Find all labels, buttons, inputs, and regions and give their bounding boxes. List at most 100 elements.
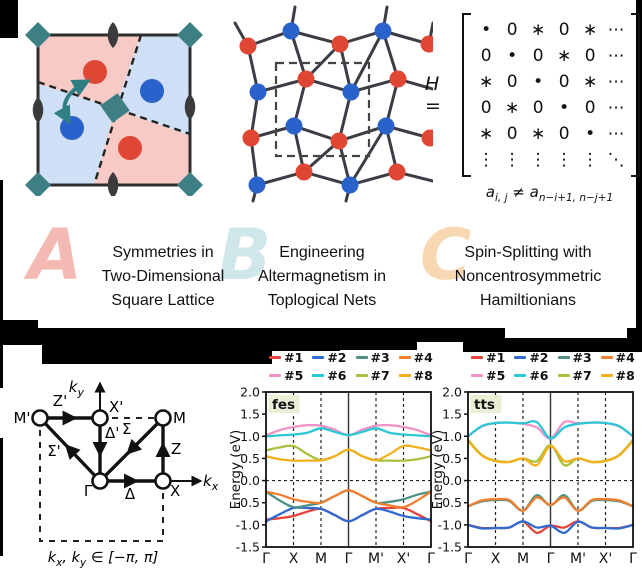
square-lattice-diagram	[25, 22, 203, 196]
path-label-zp: Z'	[53, 392, 67, 410]
panel-letter-c: C	[420, 214, 472, 296]
svg-text:-1.0: -1.0	[236, 517, 260, 532]
svg-text:Γ: Γ	[547, 551, 555, 567]
point-label-gamma: Γ	[84, 482, 93, 500]
svg-text:-1.0: -1.0	[438, 517, 462, 532]
matrix-cell: 0	[480, 98, 492, 118]
matrix-bracket-left	[462, 13, 472, 177]
path-label-delta: Δ	[125, 485, 136, 503]
matrix-cell: ∗	[530, 20, 546, 40]
legend-label: #8	[413, 368, 433, 383]
matrix-cell: 0	[558, 20, 570, 40]
crop-artifact-left-strip-upper	[0, 180, 3, 328]
matrix-row: ⋮ ⋮ ⋮ ⋮ ⋮ ⋱	[473, 147, 629, 173]
matrix-row: 0 • 0 ∗ 0 ⋯	[473, 43, 629, 69]
legend-item-1: #1	[471, 350, 505, 365]
legend-item-4: #4	[600, 350, 635, 365]
matrix-grid: • 0 ∗ 0 ∗ ⋯ 0 • 0 ∗ 0 ⋯ ∗ 0 • 0 ∗ ⋯ 0 ∗ 0 • 0 ⋯ ∗ 0 ∗ 0 • ⋯ ⋮ ⋮ ⋮ ⋮ ⋮ ⋱	[471, 15, 631, 175]
matrix-cell: ⋮	[555, 150, 573, 170]
kx-label: kx	[203, 472, 219, 493]
svg-text:-0.5: -0.5	[438, 495, 462, 510]
legend-label: #6	[327, 368, 347, 383]
crop-artifact-left-strip-mid	[0, 345, 3, 388]
legend-item-2: #2	[312, 350, 347, 365]
point-label-m: M	[173, 409, 186, 427]
topological-net-diagram	[233, 5, 433, 203]
legend-label: #4	[615, 350, 635, 365]
matrix-cell: ⋯	[607, 72, 625, 92]
matrix-cell: 0	[584, 46, 596, 66]
svg-text:Energy (eV): Energy (eV)	[430, 430, 446, 510]
crop-artifact-band-mid	[340, 335, 417, 350]
svg-text:X': X'	[599, 551, 612, 567]
band-structure-tts: #1 #2 #3 #4 #5 #6 #7 #8 2.0 1.5 1.0 0.5 0.0 -0.5 -1.0…	[430, 348, 642, 570]
legend-label: #1	[284, 350, 304, 365]
matrix-cell: ⋮	[477, 150, 495, 170]
path-label-z: Z	[171, 440, 181, 458]
legend-item-3: #3	[355, 350, 390, 365]
legend-item-3: #3	[557, 350, 592, 365]
legend-label: #7	[370, 368, 390, 383]
matrix-row: ∗ 0 • 0 ∗ ⋯	[473, 69, 629, 95]
svg-text:0.0: 0.0	[442, 473, 462, 488]
matrix-cell: ∗	[530, 124, 546, 144]
legend-item-6: #6	[514, 368, 549, 383]
panel-letter-b: B	[218, 214, 272, 296]
svg-text:M': M'	[368, 551, 384, 567]
svg-text:M': M'	[570, 551, 586, 567]
legend-label: #7	[572, 368, 592, 383]
crop-artifact-band-right	[463, 338, 642, 352]
legend-dash-icon	[600, 356, 613, 359]
legend-item-7: #7	[355, 368, 390, 383]
caption-panel-c: Spin-Splitting with Noncentrosymmetric H…	[454, 244, 602, 309]
ky-label: ky	[69, 378, 85, 399]
legend-label: #1	[486, 350, 506, 365]
legend-label: #4	[413, 350, 433, 365]
point-label-x: X	[170, 482, 180, 500]
bz-path-arrows	[38, 410, 171, 489]
legend-label: #5	[486, 368, 506, 383]
matrix-cell: ∗	[478, 124, 494, 144]
bz-boundary-dashed	[39, 417, 164, 542]
path-label-dp: Δ'	[105, 424, 119, 442]
matrix-cell: ∗	[556, 46, 572, 66]
band-plot-svg-tts: 2.01.51.00.50.0-0.5-1.0-1.5Γ X M Γ M' X' ΓEner…	[430, 385, 637, 568]
crop-artifact-right-corner	[627, 328, 642, 338]
svg-text:X: X	[289, 551, 299, 567]
legend-item-1: #1	[269, 350, 303, 365]
svg-text:-1.5: -1.5	[236, 540, 260, 555]
quadrant-bottom-right-pink	[94, 108, 190, 185]
unit-cell-dashed	[274, 61, 371, 158]
svg-text:Γ: Γ	[464, 551, 472, 567]
spin-up-site	[83, 60, 107, 84]
spin-up-site	[118, 136, 142, 160]
matrix-cell: 0	[506, 72, 518, 92]
legend-dash-icon	[557, 356, 570, 359]
svg-text:Energy (eV): Energy (eV)	[228, 430, 244, 510]
legend-label: #2	[327, 350, 347, 365]
band-structure-fes: #1 #2 #3 #4 #5 #6 #7 #8 2.0 1.5 1.0 0.5 0.0 -0.5 -1.0…	[228, 348, 440, 570]
matrix-cell: 0	[558, 124, 570, 144]
legend-item-7: #7	[557, 368, 592, 383]
matrix-cell: ⋮	[581, 150, 599, 170]
matrix-cell: •	[481, 20, 492, 40]
matrix-cell: ⋯	[607, 98, 625, 118]
crop-artifact-band-left	[0, 342, 42, 345]
matrix-cell: 0	[506, 124, 518, 144]
legend-dash-icon	[600, 374, 613, 377]
matrix-cell: ⋮	[529, 150, 547, 170]
legend-label: #3	[572, 350, 592, 365]
bz-range-label: kx, ky ∈ [−π, π]	[48, 550, 158, 569]
matrix-cell: ⋯	[607, 46, 625, 66]
svg-text:2.0: 2.0	[442, 385, 462, 400]
svg-text:0.5: 0.5	[442, 451, 462, 466]
matrix-condition: ai, j ≠ an−i+1, n−j+1	[485, 183, 614, 204]
legend-label: #3	[370, 350, 390, 365]
legend-dash-icon	[557, 374, 570, 377]
svg-text:Γ: Γ	[629, 551, 637, 567]
legend-dash-icon	[312, 374, 325, 377]
matrix-cell: 0	[584, 98, 596, 118]
svg-text:Γ: Γ	[262, 551, 270, 567]
legend-dash-icon	[398, 374, 411, 377]
legend-item-5: #5	[269, 368, 303, 383]
